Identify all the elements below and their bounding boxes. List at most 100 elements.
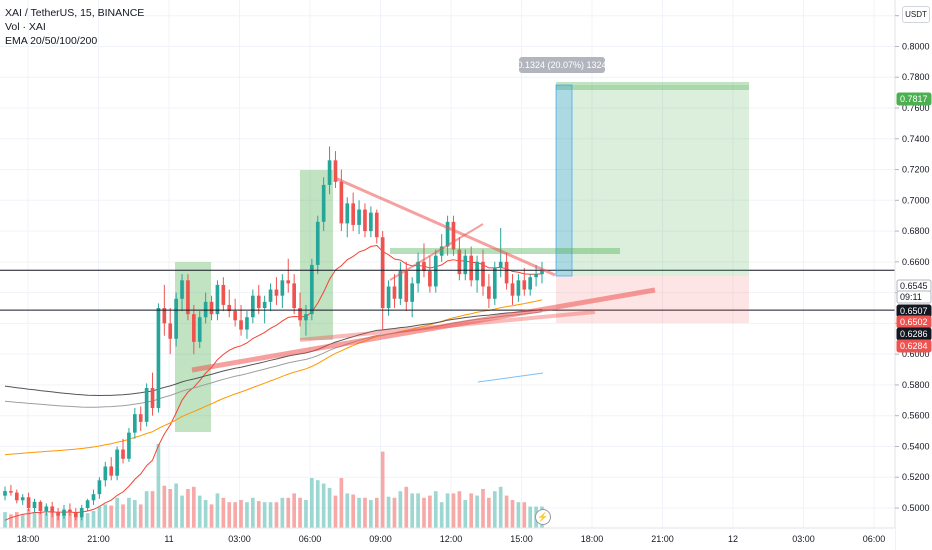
volume-bar	[103, 504, 108, 528]
lightning-icon[interactable]: ⚡	[535, 509, 551, 525]
time-tick-label: 21:00	[651, 534, 674, 544]
candle-body	[469, 255, 474, 281]
candle-body	[186, 280, 190, 315]
candle-body	[73, 512, 78, 518]
price-axis[interactable]: 0.50000.52000.54000.56000.58000.60000.62…	[894, 0, 932, 550]
price-tick-label: 0.8000	[902, 41, 930, 51]
price-tag	[896, 92, 932, 106]
volume-bar	[374, 497, 379, 528]
candle-body	[38, 501, 43, 512]
volume-bar	[327, 487, 332, 528]
candle-body	[510, 283, 515, 296]
volume-bar	[487, 497, 491, 528]
volume-bar	[274, 502, 279, 528]
candle-body	[374, 212, 379, 238]
currency-button[interactable]: USDT	[902, 6, 930, 23]
time-tick-label: 11	[164, 534, 173, 544]
volume-bar	[138, 504, 143, 528]
candle-body	[215, 284, 220, 315]
volume-bar	[215, 493, 220, 528]
volume-bar	[50, 511, 55, 528]
candle-body	[492, 268, 497, 299]
candle-body	[168, 323, 173, 339]
candle-body	[44, 506, 49, 512]
volume-bar	[14, 512, 19, 528]
candle-body	[504, 261, 509, 284]
volume-bar	[386, 496, 391, 528]
candle-body	[121, 449, 125, 459]
candle-body	[56, 512, 60, 516]
volume-bar	[162, 485, 167, 528]
drawings[interactable]: 0.1324 (20.07%) 1324	[0, 57, 895, 383]
volume-bar	[463, 500, 468, 528]
candle-body	[534, 274, 538, 278]
candle-body	[321, 184, 326, 222]
volume-bar	[127, 497, 131, 528]
price-tick-label: 0.7200	[902, 165, 930, 175]
trend-line	[389, 223, 484, 281]
time-tick-label: 03:00	[792, 534, 815, 544]
time-tick-label: 09:00	[369, 534, 392, 544]
price-tick-label: 0.6800	[902, 226, 930, 236]
candle-body	[115, 449, 119, 476]
time-tick-label: 18:00	[581, 534, 604, 544]
price-tick-label: 0.5800	[902, 380, 930, 390]
candle-body	[239, 320, 243, 330]
volume-bar	[445, 493, 450, 528]
candle-body	[20, 497, 25, 501]
candle-body	[274, 289, 279, 296]
volume-bar	[304, 500, 308, 528]
candle-body	[62, 509, 66, 516]
time-axis[interactable]: 18:00 21:00 11 03:00 06:00 09:00 12:00 15:00 18:…	[0, 527, 932, 550]
candle-body	[439, 246, 444, 256]
volume-bar	[357, 497, 361, 528]
volume-bar	[180, 495, 184, 528]
candle-body	[410, 283, 415, 302]
candle-body	[457, 249, 462, 275]
candle-body	[156, 308, 161, 408]
candle-body	[209, 301, 214, 315]
measure-label-box	[519, 57, 605, 73]
volume-bar	[197, 495, 202, 528]
volume-bar	[268, 502, 273, 528]
price-tick-label: 0.7800	[902, 72, 930, 82]
price-tag-label: 0.6502	[900, 317, 928, 327]
candle-body	[3, 491, 7, 496]
candle-body	[127, 432, 131, 459]
volume-bar	[416, 493, 420, 528]
volume-bar	[363, 497, 367, 528]
volume-bar	[404, 486, 409, 528]
candle-body	[14, 492, 19, 501]
volume-bar	[115, 497, 119, 528]
volume-bar	[498, 486, 503, 528]
volume-indicator-label[interactable]: Vol · XAI	[5, 21, 46, 33]
price-tag-label: 0.6545	[900, 281, 928, 291]
ema-indicator-label[interactable]: EMA 20/50/100/200	[5, 35, 98, 47]
price-tick-label: 0.6000	[902, 349, 930, 359]
volume-bar	[168, 489, 173, 528]
volume-bar	[339, 478, 344, 528]
candle-body	[91, 494, 96, 501]
candle-body	[451, 221, 456, 250]
candles[interactable]	[3, 146, 544, 521]
price-tick-label: 0.7000	[902, 195, 930, 205]
candle-body	[380, 237, 385, 308]
candle-body	[315, 221, 320, 265]
candle-body	[103, 466, 108, 481]
measure-label: 0.1324 (20.07%) 1324	[517, 60, 606, 70]
candle-body	[280, 280, 285, 296]
candle-body	[251, 295, 255, 318]
volume-bar	[262, 502, 267, 528]
candle-body	[221, 284, 226, 305]
symbol-title[interactable]: XAI / TetherUS, 15, BINANCE	[5, 7, 145, 19]
candle-body	[304, 314, 308, 321]
candle-body	[445, 221, 450, 247]
candle-body	[528, 277, 533, 290]
volume-bar	[422, 497, 426, 528]
volume-bar	[369, 500, 373, 528]
candle-body	[298, 308, 302, 321]
loss-zone	[556, 276, 749, 323]
volume-bar	[351, 494, 355, 528]
